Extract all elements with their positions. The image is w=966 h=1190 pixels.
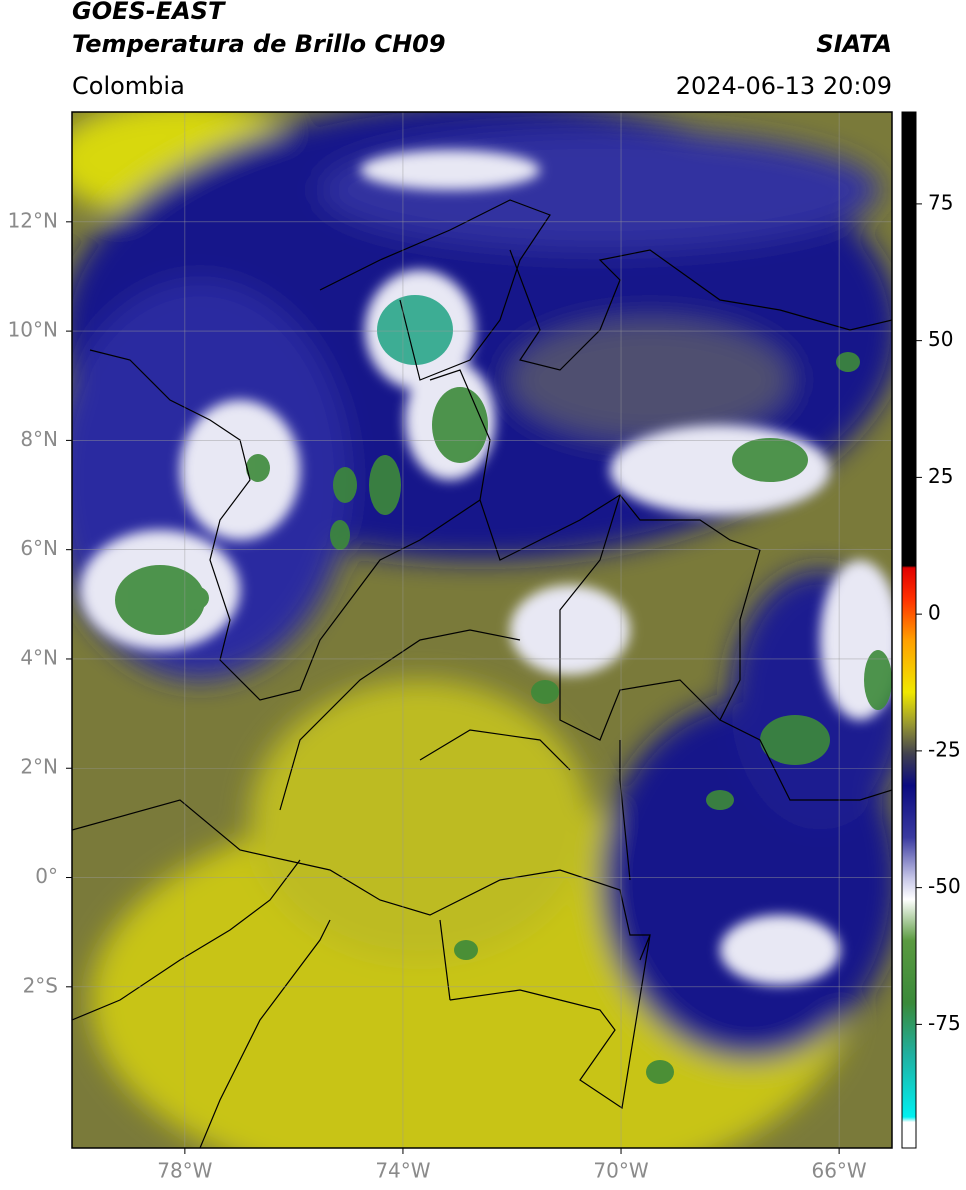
colorbar-tick-label: -50 [928, 874, 961, 898]
y-tick-label: 6°N [20, 536, 58, 560]
y-tick-label: 2°S [23, 973, 58, 997]
colorbar-tick-label: -25 [928, 737, 961, 761]
y-tick-label: 10°N [8, 318, 58, 342]
source: SIATA [816, 30, 892, 58]
y-tick-label: 0° [35, 864, 58, 888]
y-tick-label: 8°N [20, 427, 58, 451]
map-frame [71, 111, 893, 1149]
y-tick-label: 4°N [20, 645, 58, 669]
subtitle: Temperatura de Brillo CH09 [72, 30, 446, 58]
x-tick-label: 66°W [811, 1159, 866, 1183]
colorbar-tick-label: 0 [928, 601, 941, 625]
x-tick-label: 78°W [157, 1159, 212, 1183]
region: Colombia [72, 72, 185, 100]
x-tick-label: 70°W [593, 1159, 648, 1183]
datetime: 2024-06-13 20:09 [676, 72, 892, 100]
x-tick-label: 74°W [375, 1159, 430, 1183]
y-tick-label: 2°N [20, 755, 58, 779]
colorbar-tick-label: 50 [928, 327, 953, 351]
title: GOES-EAST [72, 0, 226, 25]
colorbar-tick-label: 25 [928, 464, 953, 488]
colorbar [901, 111, 917, 1149]
gridlines [72, 112, 892, 1148]
y-tick-label: 12°N [8, 208, 58, 232]
satellite-image [72, 112, 892, 1148]
colorbar-tick-label: 75 [928, 190, 953, 214]
colorbar-tick-label: -75 [928, 1011, 961, 1035]
